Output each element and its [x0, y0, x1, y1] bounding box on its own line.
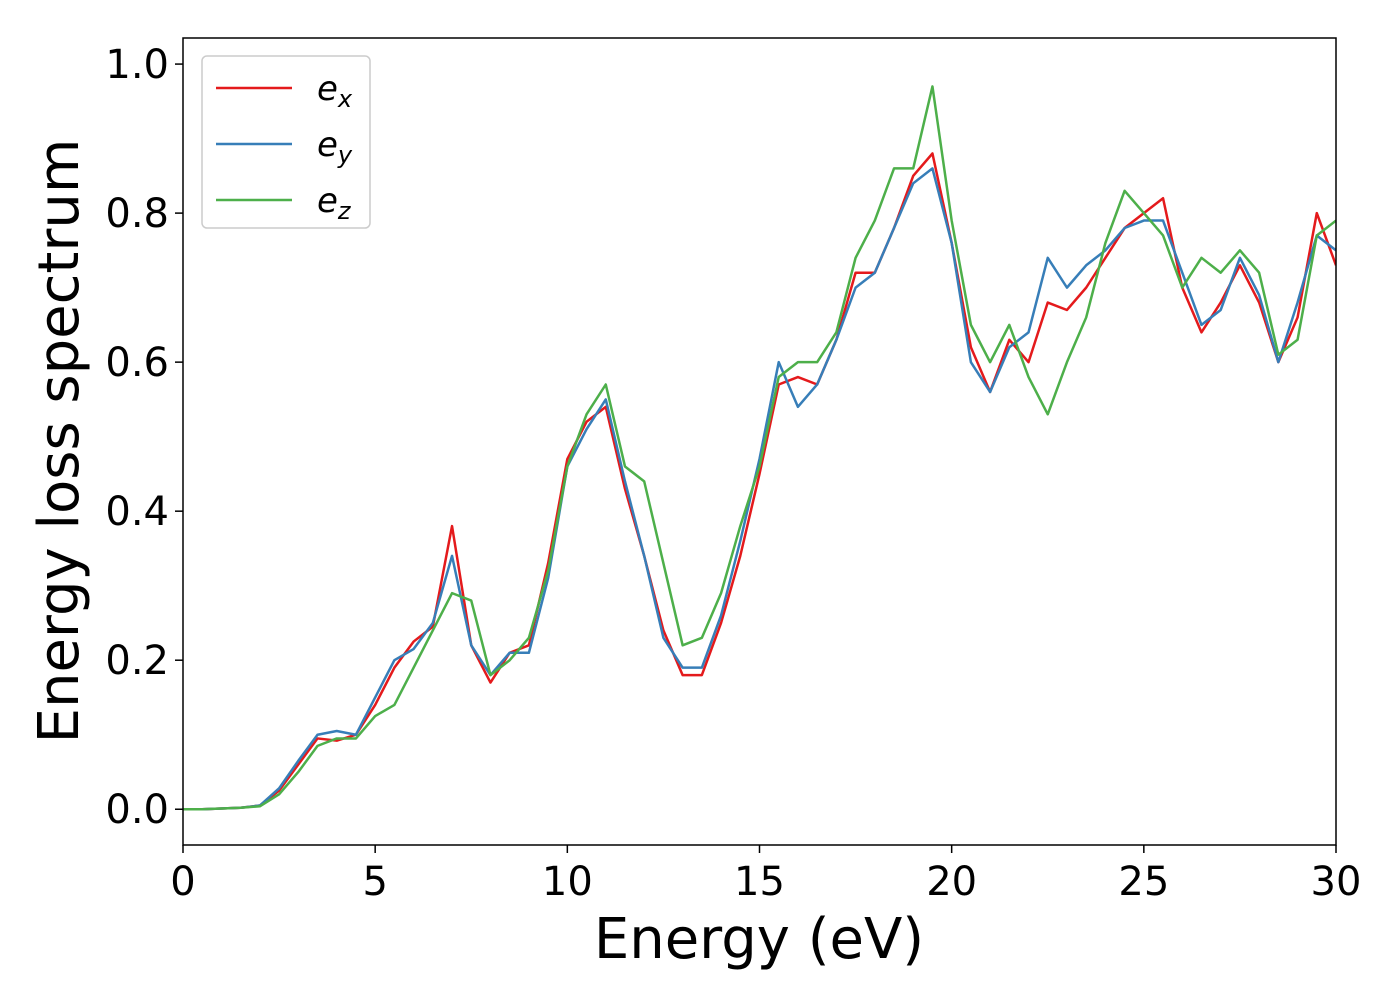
- y-tick-label: 0.0: [105, 787, 169, 833]
- line-series: [183, 85, 1336, 811]
- legend-label: ey: [317, 125, 353, 169]
- legend-label: ex: [317, 69, 353, 113]
- legend-box: [201, 55, 371, 229]
- x-tick-label: 10: [542, 859, 593, 905]
- legend-label: ez: [317, 181, 352, 225]
- y-axis-label: Energy loss spectrum: [27, 139, 92, 744]
- y-tick-label: 0.6: [105, 340, 169, 386]
- y-tick-label: 0.8: [105, 191, 169, 237]
- x-tick-label: 5: [362, 859, 387, 905]
- x-tick-label: 0: [170, 859, 195, 905]
- x-tick-label: 20: [926, 859, 977, 905]
- plot-frame: [182, 37, 1337, 846]
- x-tick-label: 25: [1118, 859, 1169, 905]
- x-tick-label: 15: [734, 859, 785, 905]
- y-tick-label: 0.4: [105, 489, 169, 535]
- y-tick-label: 1.0: [105, 42, 169, 88]
- x-axis-label: Energy (eV): [594, 907, 924, 972]
- y-tick-label: 0.2: [105, 638, 169, 684]
- line-series: [183, 167, 1336, 811]
- x-tick-label: 30: [1311, 859, 1362, 905]
